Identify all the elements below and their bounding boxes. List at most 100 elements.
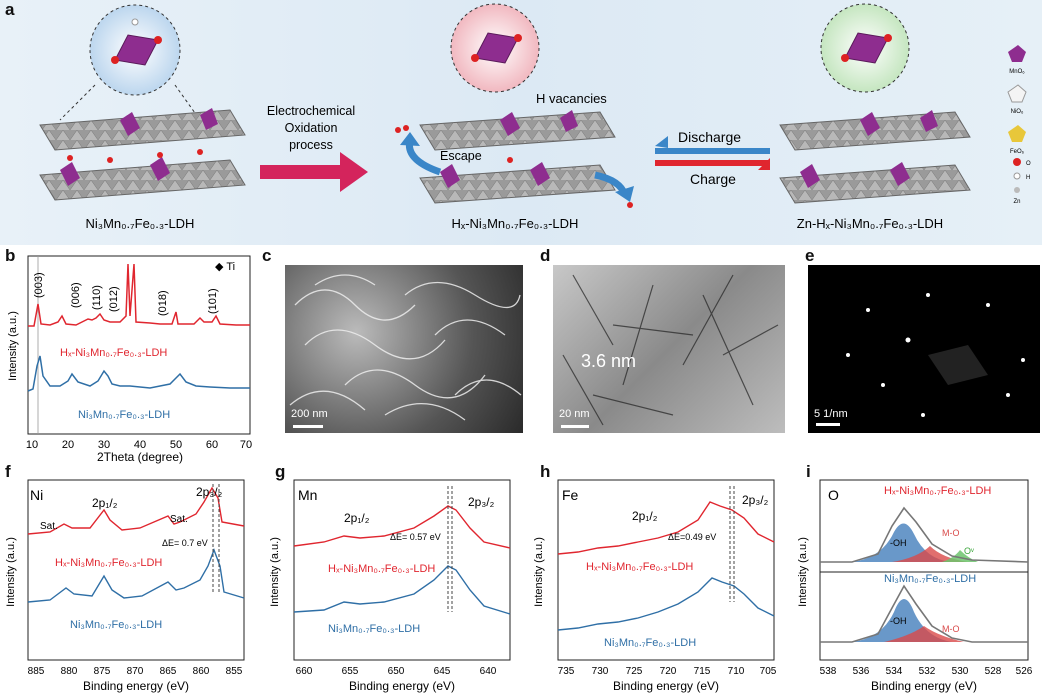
h-vacancies-label: H vacancies [536, 91, 607, 106]
i-oh-top: -OH [890, 538, 907, 548]
b-xtick: 50 [170, 439, 182, 451]
h-element: Fe [562, 487, 579, 503]
i-xtick: 534 [886, 666, 903, 677]
structure-middle [395, 3, 634, 208]
panel-a-letter: a [5, 0, 15, 19]
h-delta: ΔE=0.49 eV [668, 532, 716, 542]
peak-110: (110) [91, 285, 103, 310]
sem-scale: 200 nm [291, 408, 328, 420]
h-series-bottom: Ni₃Mn₀.₇Fe₀.₃-LDH [604, 637, 696, 649]
panel-f-letter: f [5, 462, 11, 481]
h-xtick: 715 [694, 666, 711, 677]
f-sat2: Sat. [170, 514, 188, 525]
b-series-top: Hₓ-Ni₃Mn₀.₇Fe₀.₃-LDH [60, 347, 167, 359]
panel-a-drawing: Electrochemical Oxidation process H vaca… [39, 3, 1031, 231]
i-ylabel: Intensity (a.u.) [797, 537, 809, 607]
f-series-bottom: Ni₃Mn₀.₇Fe₀.₃-LDH [70, 619, 162, 631]
f-ylabel: Intensity (a.u.) [5, 537, 17, 607]
f-delta: ΔE= 0.7 eV [162, 538, 208, 548]
right-structure-label: Zn-Hₓ-Ni₃Mn₀.₇Fe₀.₃-LDH [797, 216, 943, 231]
discharge-label: Discharge [678, 129, 741, 145]
f-xtick: 860 [193, 666, 210, 677]
legend-nio6: NiO₆ [1011, 109, 1024, 115]
h-ylabel: Intensity (a.u.) [533, 537, 545, 607]
legend-mno6: MnO₆ [1009, 69, 1025, 75]
g-series-bottom: Ni₃Mn₀.₇Fe₀.₃-LDH [328, 623, 420, 635]
h-xtick: 735 [558, 666, 575, 677]
b-xtick: 70 [240, 439, 252, 451]
panel-b-xrd: Intensity (a.u.) 2Theta (degree) 10 20 3… [7, 255, 252, 464]
legend-h: H [1026, 175, 1030, 181]
h-p32: 2p₃/₂ [742, 493, 769, 507]
i-xtick: 538 [820, 666, 837, 677]
structure-right [779, 3, 971, 204]
panel-b-letter: b [5, 246, 16, 265]
h-xtick: 720 [660, 666, 677, 677]
panel-g-letter: g [275, 462, 286, 481]
b-xtick: 60 [206, 439, 218, 451]
structure-left [39, 4, 246, 201]
g-ylabel: Intensity (a.u.) [269, 537, 281, 607]
f-xtick: 865 [160, 666, 177, 677]
f-element: Ni [30, 487, 43, 503]
h-xlabel: Binding energy (eV) [613, 679, 719, 693]
panel-b-ylabel: Intensity (a.u.) [7, 311, 19, 381]
i-xtick: 528 [985, 666, 1002, 677]
i-xtick: 526 [1016, 666, 1033, 677]
g-xtick: 660 [296, 666, 313, 677]
g-xtick: 645 [434, 666, 451, 677]
g-series-top: Hₓ-Ni₃Mn₀.₇Fe₀.₃-LDH [328, 563, 435, 575]
b-xtick: 30 [98, 439, 110, 451]
i-mo-bottom: M-O [942, 624, 960, 634]
xrd-red-curve [28, 263, 250, 327]
legend-zn: Zn [1013, 199, 1020, 205]
h-xtick: 725 [626, 666, 643, 677]
peak-012: (012) [108, 286, 120, 312]
f-xtick: 875 [94, 666, 111, 677]
g-element: Mn [298, 487, 317, 503]
i-series-bottom: Ni₃Mn₀.₇Fe₀.₃-LDH [884, 573, 976, 585]
f-p12: 2p₁/₂ [92, 496, 118, 510]
saed-image: 5 1/nm [808, 265, 1040, 433]
g-xtick: 640 [480, 666, 497, 677]
h-xtick: 710 [728, 666, 745, 677]
i-ov: Oᵛ [964, 546, 974, 556]
peak-006: (006) [70, 282, 82, 308]
arrow1-line3: process [289, 138, 333, 152]
escape-label: Escape [440, 149, 482, 163]
h-xtick: 730 [592, 666, 609, 677]
panel-b-xlabel: 2Theta (degree) [97, 450, 183, 464]
panel-h-letter: h [540, 462, 551, 481]
i-xlabel: Binding energy (eV) [871, 679, 977, 693]
i-mo-top: M-O [942, 528, 960, 538]
middle-structure-label: Hₓ-Ni₃Mn₀.₇Fe₀.₃-LDH [452, 216, 579, 231]
f-xtick: 870 [127, 666, 144, 677]
oxidation-arrow [260, 152, 368, 192]
tem-annotation: 3.6 nm [581, 351, 637, 371]
ti-legend: ◆ Ti [215, 261, 235, 273]
panel-a-schematic: a Electrochemical Oxidation pr [0, 0, 1042, 245]
i-element: O [828, 487, 839, 503]
tem-image: 3.6 nm 20 nm [553, 265, 785, 433]
legend-o: O [1026, 161, 1031, 167]
b-series-bottom: Ni₃Mn₀.₇Fe₀.₃-LDH [78, 409, 170, 421]
g-delta: ΔE= 0.57 eV [390, 532, 441, 542]
f-xtick: 855 [226, 666, 243, 677]
h-xtick: 705 [760, 666, 777, 677]
h-p12: 2p₁/₂ [632, 509, 658, 523]
b-xtick: 10 [26, 439, 38, 451]
legend [1007, 45, 1027, 193]
panel-f-ni: Ni 2p₁/₂ 2p₃/₂ Sat. Sat. ΔE= 0.7 eV Hₓ-N… [5, 479, 245, 693]
g-p32: 2p₃/₂ [468, 495, 495, 509]
f-p32: 2p₃/₂ [196, 485, 223, 499]
panel-e-letter: e [805, 246, 815, 265]
f-xlabel: Binding energy (eV) [83, 679, 189, 693]
g-xtick: 650 [388, 666, 405, 677]
i-xtick: 532 [919, 666, 936, 677]
h-series-top: Hₓ-Ni₃Mn₀.₇Fe₀.₃-LDH [586, 561, 693, 573]
g-xtick: 655 [342, 666, 359, 677]
f-xtick: 885 [28, 666, 45, 677]
f-sat1: Sat. [40, 521, 58, 532]
panel-g-mn: Mn 2p₁/₂ 2p₃/₂ ΔE= 0.57 eV Hₓ-Ni₃Mn₀.₇Fe… [269, 479, 511, 693]
panel-d-letter: d [540, 246, 551, 265]
